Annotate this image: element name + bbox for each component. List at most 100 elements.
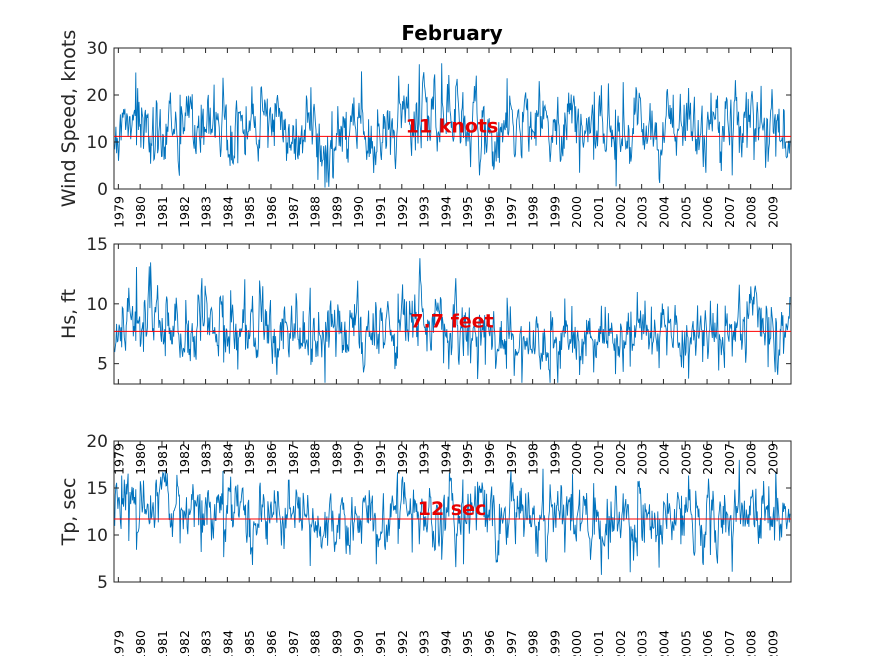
xtick-label: 1998	[526, 196, 541, 228]
xtick-label: 1994	[438, 196, 453, 228]
xtick-label: 1982	[177, 443, 192, 475]
xtick-label: 1980	[133, 630, 148, 656]
series-line	[114, 258, 791, 383]
ytick-label: 20	[86, 432, 108, 452]
xtick-label: 2009	[765, 630, 780, 656]
xtick-label: 1986	[264, 443, 279, 475]
ytick-label: 0	[97, 180, 108, 200]
xtick-label: 2003	[635, 196, 650, 228]
xtick-label: 1979	[111, 630, 126, 656]
xtick-label: 1983	[199, 443, 214, 475]
xtick-label: 2006	[700, 443, 715, 475]
y-axis-label: Hs, ft	[58, 289, 80, 339]
xtick-label: 2004	[656, 443, 671, 475]
xtick-label: 2009	[765, 443, 780, 475]
ytick-label: 15	[86, 235, 108, 255]
xtick-label: 2009	[765, 196, 780, 228]
xtick-label: 2007	[722, 630, 737, 656]
xtick-label: 1991	[373, 630, 388, 656]
mean-label: 7.7 feet	[410, 310, 493, 332]
xtick-label: 1997	[504, 443, 519, 475]
xtick-label: 2004	[656, 630, 671, 656]
xtick-label: 1985	[242, 196, 257, 228]
xtick-label-row-1: 1979 1980 1981 1982 1983 1984 1985 1986 1987 1988…	[111, 196, 780, 228]
series-line	[114, 459, 791, 575]
xtick-label: 2005	[678, 196, 693, 228]
xtick-label: 1996	[482, 196, 497, 228]
xtick-label: 2005	[678, 443, 693, 475]
xtick-label: 2004	[656, 196, 671, 228]
xtick-label: 1993	[417, 443, 432, 475]
xtick-label: 1983	[199, 630, 214, 656]
xtick-label: 1997	[504, 630, 519, 656]
xtick-label: 2000	[569, 443, 584, 475]
xtick-label: 1986	[264, 630, 279, 656]
xtick-label: 2002	[613, 443, 628, 475]
xtick-label: 1989	[329, 196, 344, 228]
xtick-label: 1996	[482, 443, 497, 475]
xtick-label: 2007	[722, 196, 737, 228]
xtick-label: 2006	[700, 196, 715, 228]
xtick-label: 1990	[351, 630, 366, 656]
ytick-label: 20	[86, 86, 108, 106]
ytick-label: 15	[86, 479, 108, 499]
xtick-label: 1997	[504, 196, 519, 228]
y-axis-label: Tp, sec	[58, 478, 80, 547]
y-axis-label: Wind Speed, knots	[58, 30, 80, 207]
xtick-label: 1984	[220, 196, 235, 228]
xtick-label: 1983	[199, 196, 214, 228]
chart-panel-2: 7.7 feet 5 10 15 Hs, ft	[58, 235, 792, 385]
xtick-label: 1993	[417, 630, 432, 656]
chart-title: February	[401, 21, 502, 45]
xtick-label: 2001	[591, 630, 606, 656]
xtick-label-row-3: 1979 1980 1981 1982 1983 1984 1985 1986 1987 1988…	[111, 630, 780, 656]
xtick-label: 1979	[111, 196, 126, 228]
xtick-label: 1982	[177, 630, 192, 656]
xtick-label: 1988	[308, 443, 323, 475]
xtick-label: 1999	[547, 196, 562, 228]
ytick-label: 10	[86, 295, 108, 315]
chart-panel-3: 12 sec 5 10 15 20 Tp, sec	[58, 432, 792, 593]
ytick-label: 30	[86, 39, 108, 59]
xtick-label: 1995	[460, 196, 475, 228]
xtick-label: 1999	[547, 443, 562, 475]
series-line	[114, 63, 791, 188]
xtick-label: 1999	[547, 630, 562, 656]
xtick-label: 2000	[569, 630, 584, 656]
xtick-label: 1987	[286, 196, 301, 228]
xtick-label: 1988	[308, 630, 323, 656]
xtick-label: 1998	[526, 443, 541, 475]
xtick-label: 1985	[242, 443, 257, 475]
xtick-label: 1994	[438, 630, 453, 656]
xtick-label: 1991	[373, 443, 388, 475]
xtick-label: 2006	[700, 630, 715, 656]
ytick-label: 10	[86, 133, 108, 153]
ytick-label: 5	[97, 355, 108, 375]
xtick-label: 1981	[155, 630, 170, 656]
xtick-label: 2005	[678, 630, 693, 656]
mean-label: 12 sec	[418, 498, 487, 520]
xtick-label: 2007	[722, 443, 737, 475]
xtick-label: 1992	[395, 196, 410, 228]
xtick-label: 2008	[744, 196, 759, 228]
xtick-label: 1992	[395, 443, 410, 475]
xtick-label: 2003	[635, 630, 650, 656]
xtick-label: 2008	[744, 630, 759, 656]
chart-panel-1: 11 knots 0 10 20 30 Wind Speed, knots	[58, 30, 792, 207]
xtick-label: 1995	[460, 443, 475, 475]
xtick-label: 2002	[613, 196, 628, 228]
xtick-label: 1987	[286, 630, 301, 656]
xtick-label: 1986	[264, 196, 279, 228]
mean-label: 11 knots	[406, 115, 499, 137]
xtick-label: 1991	[373, 196, 388, 228]
xtick-label: 1987	[286, 443, 301, 475]
xtick-label: 2000	[569, 196, 584, 228]
xtick-label: 2008	[744, 443, 759, 475]
xtick-label: 1980	[133, 443, 148, 475]
xtick-label: 1979	[111, 443, 126, 475]
xtick-label: 1984	[220, 443, 235, 475]
xtick-label: 1990	[351, 196, 366, 228]
xtick-label: 1994	[438, 443, 453, 475]
xtick-label: 1980	[133, 196, 148, 228]
